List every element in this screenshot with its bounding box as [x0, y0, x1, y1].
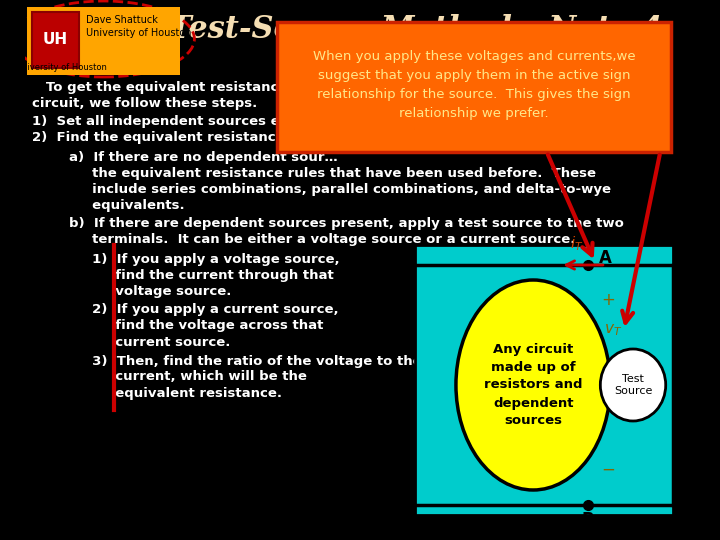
Text: Test-Source Method – Note 4: Test-Source Method – Note 4	[168, 15, 662, 45]
Text: A: A	[598, 249, 611, 267]
Text: a)  If there are no dependent sour…: a) If there are no dependent sour…	[32, 151, 338, 164]
Text: voltage source.: voltage source.	[32, 285, 231, 298]
Text: 1)  Set all independent sources equal to z…: 1) Set all independent sources equal to …	[32, 116, 358, 129]
Text: UH: UH	[43, 32, 68, 48]
Bar	[27, 7, 180, 75]
Text: find the current through that: find the current through that	[32, 268, 333, 281]
Text: $i_T$: $i_T$	[570, 234, 583, 253]
Text: © University of Houston: © University of Houston	[4, 64, 107, 72]
Text: find the voltage across that: find the voltage across that	[32, 320, 323, 333]
Text: equivalent resistance.: equivalent resistance.	[32, 387, 282, 400]
Text: Any circuit
made up of
resistors and
dependent
sources: Any circuit made up of resistors and dep…	[484, 342, 582, 428]
Text: −: −	[602, 461, 616, 479]
Text: equivalents.: equivalents.	[32, 199, 184, 212]
Text: To get the equivalent resistance of a circuit, as seen by two terminals of that: To get the equivalent resistance of a ci…	[32, 82, 625, 94]
Text: current source.: current source.	[32, 335, 230, 348]
Text: B: B	[581, 511, 594, 529]
Bar	[32, 12, 79, 68]
Ellipse shape	[456, 280, 611, 490]
Text: Dave Shattuck: Dave Shattuck	[86, 15, 158, 25]
Text: +: +	[602, 291, 616, 309]
Text: the equivalent resistance rules that have been used before.  These: the equivalent resistance rules that hav…	[32, 166, 596, 179]
Circle shape	[600, 349, 666, 421]
Bar	[415, 245, 673, 515]
Text: current, which will be the: current, which will be the	[32, 370, 307, 383]
Text: b)  If there are dependent sources present, apply a test source to the two: b) If there are dependent sources presen…	[32, 218, 624, 231]
Text: $v_T$: $v_T$	[604, 322, 622, 338]
Text: Test
Source: Test Source	[614, 374, 652, 396]
Text: 2)  If you apply a current source,: 2) If you apply a current source,	[32, 303, 338, 316]
Text: University of Houston: University of Houston	[86, 28, 192, 38]
Bar	[277, 22, 671, 152]
Text: circuit, we follow these steps.: circuit, we follow these steps.	[32, 98, 257, 111]
Text: terminals.  It can be either a voltage source or a current source.: terminals. It can be either a voltage so…	[32, 233, 575, 246]
Text: When you apply these voltages and currents,we
suggest that you apply them in the: When you apply these voltages and curren…	[312, 50, 636, 120]
Text: 1)  If you apply a voltage source,: 1) If you apply a voltage source,	[32, 253, 339, 266]
Text: 2)  Find the equivalent resistance.: 2) Find the equivalent resistance.	[32, 132, 289, 145]
Text: 3)  Then, find the ratio of the voltage to the…: 3) Then, find the ratio of the voltage t…	[32, 354, 435, 368]
Text: include series combinations, parallel combinations, and delta-to-wye: include series combinations, parallel co…	[32, 183, 611, 195]
